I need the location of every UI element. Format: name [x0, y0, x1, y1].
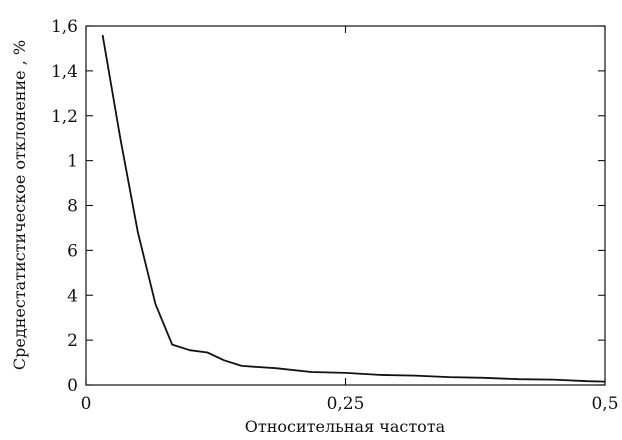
- x-tick-label: 0,25: [327, 394, 365, 414]
- y-tick-labels: 0 2 4 6 8 1 1,2 1,4 1,6: [51, 17, 78, 396]
- x-tick-label: 0: [81, 394, 92, 414]
- y-tick-label: 0: [67, 376, 78, 396]
- x-axis-title: Относительная частота: [245, 417, 446, 436]
- y-tick-label: 1,6: [51, 17, 78, 37]
- x-tick-labels: 0 0,25 0,5: [81, 394, 619, 414]
- y-tick-label: 4: [67, 286, 78, 306]
- x-tick-label: 0,5: [591, 394, 618, 414]
- y-tick-label: 6: [67, 241, 78, 261]
- y-axis-title: Среднестатистическое отклонение , %: [10, 40, 29, 370]
- tick-marks: [85, 25, 606, 386]
- y-tick-label: 1,4: [51, 62, 78, 82]
- y-tick-label: 1: [67, 152, 78, 172]
- y-tick-label: 2: [67, 331, 78, 351]
- series-layer: [101, 34, 606, 383]
- y-tick-label: 8: [67, 197, 78, 217]
- y-tick-label: 1,2: [51, 107, 78, 127]
- series-line: [101, 34, 606, 383]
- plot-frame: [85, 25, 606, 386]
